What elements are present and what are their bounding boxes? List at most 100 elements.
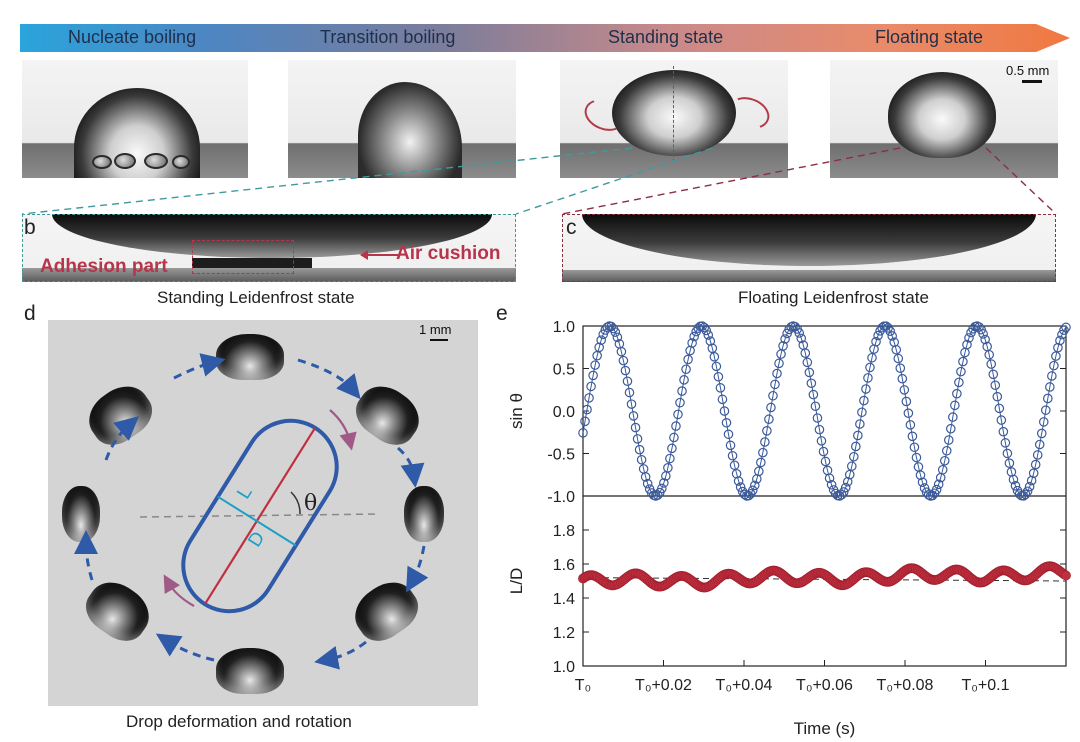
- sin-point: [756, 457, 766, 468]
- sin-point: [709, 352, 720, 362]
- sin-point: [907, 431, 918, 442]
- sin-point: [992, 391, 1003, 402]
- sin-point: [873, 330, 883, 341]
- sin-point: [731, 468, 742, 479]
- sin-ytick-label: 0.5: [553, 362, 575, 379]
- panel-letter-b: b: [24, 216, 36, 239]
- xtick-label: T₀+0.1: [962, 677, 1010, 694]
- sin-point: [964, 333, 974, 343]
- sin-point: [669, 432, 679, 443]
- sin-point: [962, 339, 972, 350]
- sin-point: [980, 334, 990, 345]
- sin-point: [632, 434, 643, 444]
- sin-point: [715, 383, 726, 393]
- sin-point: [897, 373, 908, 384]
- sin-point: [1036, 428, 1047, 439]
- sin-point: [727, 450, 738, 461]
- sin-point: [764, 414, 774, 425]
- sin-point: [594, 342, 604, 353]
- sin-point: [849, 451, 859, 462]
- sin-point: [642, 478, 653, 489]
- sin-point: [901, 396, 912, 407]
- path-arrow-1: [297, 358, 361, 400]
- sin-point: [1040, 405, 1051, 415]
- sin-point: [984, 349, 995, 360]
- sin-point: [867, 352, 877, 363]
- sin-point: [1030, 459, 1041, 470]
- sin-point: [838, 487, 849, 497]
- sin-point: [814, 424, 825, 435]
- sin-point: [917, 477, 928, 488]
- sin-point: [598, 329, 609, 340]
- sin-point: [701, 325, 712, 336]
- sin-point: [903, 408, 914, 418]
- sin-point: [863, 373, 873, 383]
- caption-standing: Standing Leidenfrost state: [157, 288, 355, 307]
- path-arrow-5: [155, 633, 215, 662]
- sin-point: [1010, 481, 1021, 491]
- air-cushion-arrow: [360, 250, 398, 260]
- sin-point: [933, 479, 944, 490]
- photo-nucleate-boiling: [22, 60, 248, 178]
- sin-point: [588, 370, 598, 381]
- sin-point: [711, 361, 722, 372]
- sin-point: [939, 455, 950, 466]
- sin-point: [723, 429, 734, 440]
- sin-point: [796, 333, 807, 344]
- photo-floating-state: [830, 60, 1058, 178]
- sin-point: [824, 473, 835, 484]
- sin-point: [861, 384, 871, 394]
- path-arrow-8: [173, 353, 226, 380]
- sin-point: [887, 331, 898, 341]
- sin-point: [1024, 481, 1035, 492]
- sin-point: [952, 388, 962, 399]
- sin-point: [596, 335, 606, 345]
- sin-point: [681, 364, 691, 375]
- sin-point: [768, 390, 778, 401]
- sin-point: [1053, 342, 1063, 353]
- sin-point: [840, 482, 851, 493]
- sin-point: [762, 425, 772, 436]
- x-axis-label: Time (s): [794, 719, 856, 738]
- sin-point: [630, 422, 641, 433]
- sin-point: [808, 389, 819, 400]
- sin-point: [1061, 322, 1071, 333]
- sin-ytick-label: 0.0: [553, 404, 575, 421]
- rotation-diagram: L D θ: [74, 353, 429, 670]
- sin-point: [770, 379, 780, 390]
- sin-point: [713, 371, 724, 382]
- sin-point: [974, 322, 984, 332]
- closeup-floating-frame: [562, 214, 1056, 282]
- sin-point: [950, 400, 960, 411]
- xtick-label: T₀+0.06: [796, 677, 853, 694]
- ld-ytick-label: 1.8: [553, 523, 575, 540]
- sin-point: [893, 353, 904, 364]
- panel-letter-d: d: [24, 302, 36, 325]
- sin-point: [1028, 468, 1039, 478]
- short-axis-line: [217, 495, 297, 547]
- sin-point: [899, 385, 910, 395]
- sin-point: [990, 380, 1001, 391]
- sin-point: [689, 331, 699, 342]
- sin-point: [586, 381, 596, 392]
- sin-point: [747, 485, 758, 496]
- sin-point: [1004, 458, 1015, 468]
- sin-point: [778, 341, 788, 351]
- sin-point: [582, 404, 592, 415]
- sin-point: [719, 406, 730, 416]
- regime-label-floating: Floating state: [875, 27, 984, 47]
- sin-point: [636, 454, 647, 465]
- path-arrow-7: [104, 416, 140, 461]
- sin-point: [758, 447, 768, 458]
- closeup-floating: [562, 214, 1056, 282]
- sin-point: [733, 476, 744, 486]
- scale-bar-a: [1022, 80, 1042, 83]
- sin-point: [677, 386, 687, 396]
- sin-ylabel: sin θ: [507, 393, 526, 429]
- xtick-label: T₀+0.04: [716, 677, 773, 694]
- sin-ytick-label: 1.0: [553, 319, 575, 336]
- sin-point: [812, 413, 823, 423]
- sin-point: [806, 378, 817, 389]
- sin-point: [818, 446, 829, 457]
